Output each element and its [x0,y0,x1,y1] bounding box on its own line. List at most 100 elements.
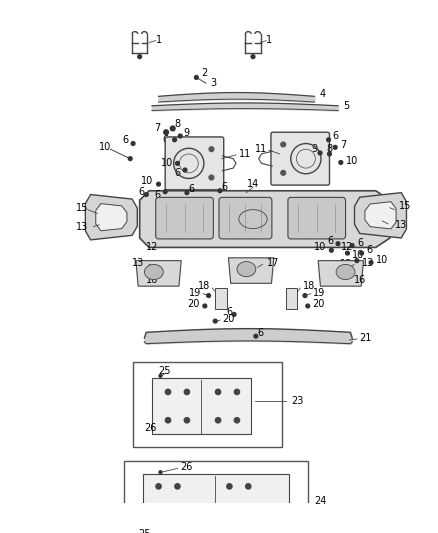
Text: 25: 25 [159,366,171,376]
Text: 20: 20 [187,299,199,309]
Circle shape [303,294,307,297]
Circle shape [175,509,180,514]
Text: 6: 6 [174,168,180,178]
Circle shape [215,418,221,423]
Circle shape [329,248,333,252]
Circle shape [156,509,161,514]
Text: 11: 11 [255,144,267,154]
FancyBboxPatch shape [271,132,329,185]
Bar [142,474,289,526]
Text: 17: 17 [267,257,279,268]
Text: 24: 24 [314,496,327,505]
Text: 6: 6 [332,131,339,141]
Text: 6: 6 [258,328,264,338]
Text: 20: 20 [222,314,234,324]
Circle shape [227,509,232,514]
Text: 6: 6 [188,184,194,194]
Text: 16: 16 [353,276,366,286]
Circle shape [209,175,214,180]
Text: 1: 1 [266,35,272,45]
Polygon shape [318,261,364,286]
Text: 19: 19 [312,288,325,298]
Polygon shape [140,191,390,247]
Circle shape [318,151,322,155]
Circle shape [234,418,240,423]
Circle shape [163,190,167,193]
Polygon shape [96,204,127,231]
Circle shape [157,182,160,186]
Text: 5: 5 [343,101,349,111]
Text: 6: 6 [366,245,372,255]
Circle shape [156,484,161,489]
Text: 11: 11 [239,149,251,159]
Text: 13: 13 [132,257,145,268]
Text: 6: 6 [357,238,363,248]
Text: 8: 8 [175,119,181,128]
Ellipse shape [237,262,256,277]
Text: 18: 18 [303,281,315,291]
Text: 7: 7 [340,140,346,150]
Circle shape [232,312,236,317]
Circle shape [170,126,175,131]
Circle shape [166,389,171,394]
Text: 26: 26 [145,423,157,433]
Polygon shape [85,195,137,240]
FancyBboxPatch shape [288,197,346,239]
Text: 6: 6 [222,182,228,192]
Text: 10: 10 [99,142,111,152]
Circle shape [128,157,132,160]
Circle shape [203,304,207,308]
Text: 13: 13 [362,257,374,268]
Circle shape [251,55,255,59]
Circle shape [346,251,350,255]
Text: 12: 12 [146,243,158,253]
Text: 13: 13 [340,260,352,269]
Text: 1: 1 [155,35,162,45]
Text: 14: 14 [247,179,259,189]
Circle shape [166,418,171,423]
Bar [124,461,308,533]
Text: 7: 7 [154,124,160,133]
FancyBboxPatch shape [156,197,213,239]
Text: 8: 8 [326,144,332,154]
Circle shape [145,192,148,197]
Circle shape [339,160,343,164]
Circle shape [328,152,332,156]
Text: 10: 10 [346,156,358,166]
Polygon shape [354,192,406,238]
Bar [286,288,297,309]
Ellipse shape [145,264,163,279]
Text: 6: 6 [226,306,233,317]
Text: 23: 23 [291,397,303,406]
Circle shape [281,142,286,147]
Polygon shape [229,258,274,284]
Circle shape [246,484,251,489]
Text: 26: 26 [181,462,193,472]
Circle shape [360,251,364,255]
Text: 3: 3 [211,78,217,88]
Circle shape [213,319,217,323]
Bar [152,378,251,434]
Circle shape [227,484,232,489]
Circle shape [164,130,169,134]
Text: 12: 12 [341,243,353,253]
Circle shape [281,171,286,175]
Text: 20: 20 [312,299,325,309]
Circle shape [184,389,190,394]
Text: 10: 10 [376,255,388,265]
Text: 15: 15 [76,203,89,213]
Circle shape [173,138,177,142]
Text: 6: 6 [138,187,145,197]
Circle shape [333,146,337,149]
Text: 10: 10 [352,250,364,260]
Text: 2: 2 [201,68,207,78]
Circle shape [215,389,221,394]
FancyBboxPatch shape [165,137,224,190]
Text: 13: 13 [75,222,88,232]
Text: 10: 10 [314,243,327,253]
Polygon shape [365,201,396,229]
Text: 10: 10 [160,158,173,168]
Bar [215,288,226,309]
Text: 6: 6 [163,135,169,145]
Circle shape [147,527,150,529]
